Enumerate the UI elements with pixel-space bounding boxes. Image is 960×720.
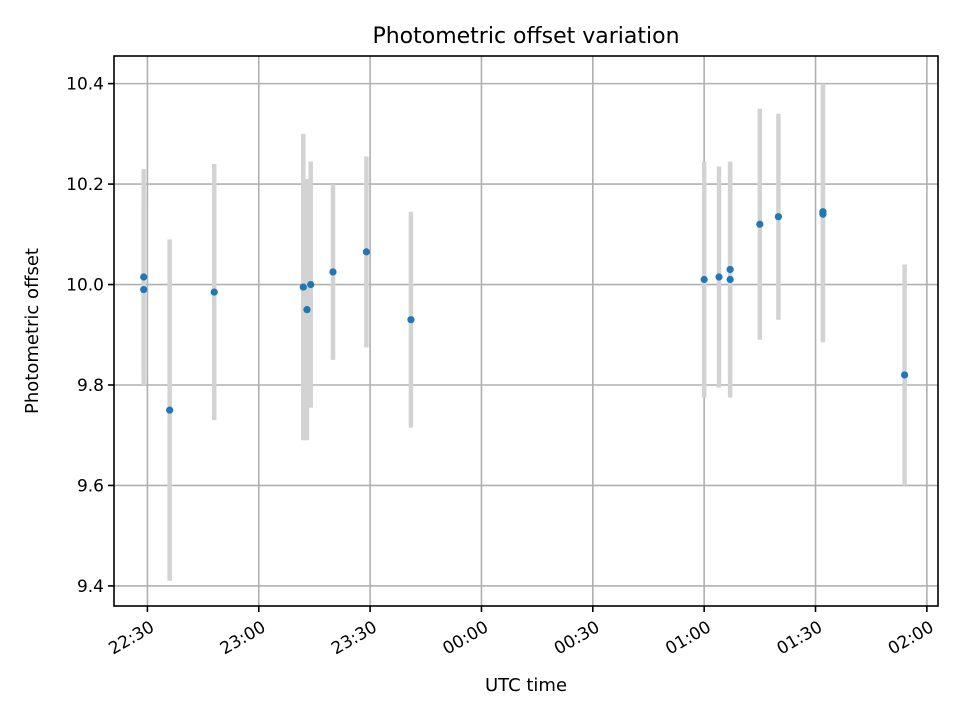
y-axis-label: Photometric offset (22, 248, 43, 414)
chart-title: Photometric offset variation (372, 24, 679, 49)
y-tick-label: 9.8 (77, 376, 104, 396)
data-point (407, 316, 415, 324)
grid-lines (114, 56, 938, 606)
y-tick-label: 10.4 (66, 75, 104, 95)
data-point (819, 210, 827, 218)
data-point (307, 280, 315, 289)
y-tick-label: 10.0 (66, 276, 104, 296)
y-tick-label: 10.2 (66, 175, 104, 195)
plot-frame (113, 55, 939, 607)
data-points (140, 208, 909, 414)
data-point (726, 265, 734, 274)
data-point (774, 213, 782, 221)
y-tick-label: 9.6 (77, 476, 104, 496)
data-point (210, 288, 218, 296)
data-point (329, 268, 337, 276)
data-point (140, 285, 148, 294)
y-tick-label: 9.4 (77, 577, 104, 597)
data-point (166, 406, 174, 414)
data-point (756, 220, 764, 228)
data-point (715, 273, 723, 281)
data-point (900, 371, 909, 379)
data-point (362, 248, 370, 256)
data-point (700, 275, 708, 284)
data-point (303, 306, 311, 314)
y-axis-ticks: 9.4 9.6 9.8 10.0 10.2 10.4 (66, 75, 114, 597)
x-axis-label: UTC time (485, 675, 567, 696)
data-point (140, 273, 148, 281)
data-point (299, 283, 307, 291)
data-point (726, 275, 734, 284)
